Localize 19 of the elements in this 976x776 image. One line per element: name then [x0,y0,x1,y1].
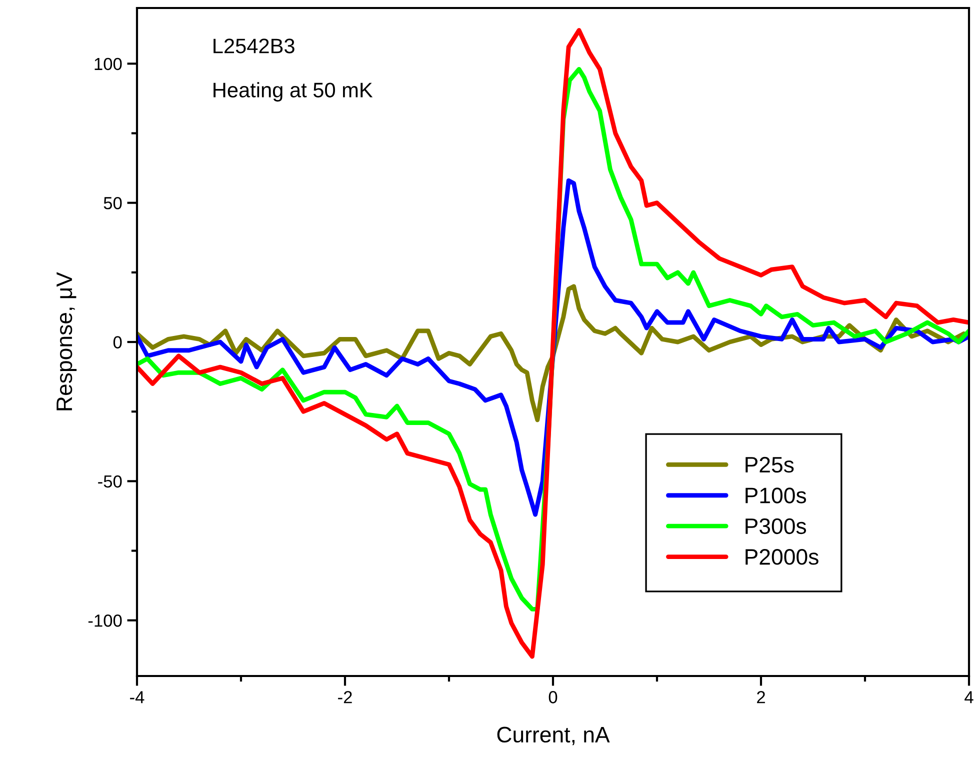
y-tick-label: 0 [113,336,122,348]
x-tick-label: 2 [757,691,765,704]
legend-label: P25s [746,456,794,473]
y-tick-label: 50 [104,197,122,210]
annotation: L2542B3 [214,38,294,54]
x-axis-title: Current, nA [497,726,610,746]
y-tick-label: 100 [94,58,122,70]
y-axis-title: Response, μV [56,272,77,410]
line-series [137,178,969,517]
x-tick-label: -4 [130,691,144,704]
x-tick-label: 0 [548,691,558,704]
y-tick-label: -50 [98,475,122,488]
legend-label: P2000s [746,549,818,565]
y-tick-label: -100 [88,614,122,627]
annotation: Heating at 50 mK [214,82,373,102]
x-tick-label: -2 [338,691,352,704]
x-tick-label: 4 [964,691,974,704]
legend-label: P300s [746,518,806,534]
legend-label: P100s [746,488,806,504]
